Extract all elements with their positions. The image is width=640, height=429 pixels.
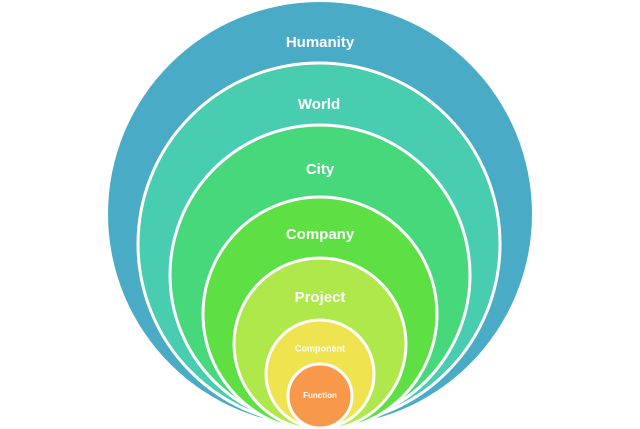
ring-function-label: Function bbox=[303, 391, 337, 400]
ring-function: Function bbox=[286, 362, 354, 429]
ring-world-label: World bbox=[298, 96, 340, 113]
ring-company-label: Company bbox=[286, 226, 355, 243]
ring-humanity-label: Humanity bbox=[286, 34, 355, 51]
ring-project-label: Project bbox=[295, 289, 346, 306]
ring-function-circle bbox=[286, 362, 354, 429]
ring-component-label: Component bbox=[295, 343, 345, 353]
ring-city-label: City bbox=[306, 161, 335, 178]
